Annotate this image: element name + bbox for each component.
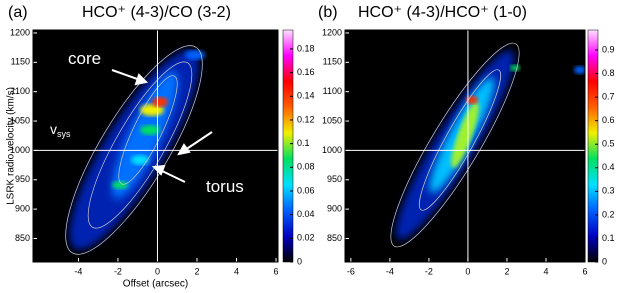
colorbar-tick-label: 0.1	[297, 138, 310, 148]
colorbar-tick-label: 0.12	[297, 114, 315, 124]
y-tick-label: 1000	[10, 145, 30, 155]
x-tick-label: -2	[114, 266, 122, 276]
x-tick-label: 4	[543, 266, 548, 276]
colorbar-tick-label: 0.9	[602, 44, 615, 54]
panel-label: (a)	[8, 4, 28, 21]
panel-label: (b)	[318, 4, 338, 21]
y-tick-label: 1050	[322, 115, 342, 125]
x-axis-label: Offset (arcsec)	[123, 279, 188, 290]
x-tick-label: -4	[386, 266, 394, 276]
annotation-text: torus	[206, 177, 244, 196]
y-tick-label: 900	[15, 204, 30, 214]
y-tick-label: 1100	[11, 86, 30, 96]
y-tick-label: 850	[327, 233, 342, 243]
y-tick-label: 1150	[11, 57, 30, 67]
plot-frame	[32, 29, 279, 263]
colorbar-tick-label: 0.08	[297, 162, 315, 172]
colorbar	[587, 29, 599, 263]
annotation: torus	[206, 177, 244, 196]
colorbar-tick-label: 0.18	[297, 43, 315, 53]
annotation: vsys	[50, 121, 71, 140]
colorbar-tick-label: 0	[297, 256, 302, 266]
plot-frame	[344, 29, 586, 263]
colorbar-tick-label: 0.04	[297, 209, 315, 219]
y-tick-label: 950	[327, 174, 342, 184]
annotation-subscript: sys	[57, 129, 71, 139]
y-tick-label: 1050	[10, 115, 30, 125]
x-tick-label: -4	[74, 266, 82, 276]
colorbar-tick-label: 0.14	[297, 91, 315, 101]
colorbar-tick-label: 0.7	[602, 92, 615, 102]
y-tick-label: 1150	[323, 57, 342, 67]
x-tick-label: -2	[425, 266, 433, 276]
colorbar-tick-label: 0.8	[602, 68, 615, 78]
x-tick-label: 4	[234, 266, 239, 276]
y-tick-label: 1200	[322, 27, 342, 37]
colorbar-tick-label: 0.1	[602, 233, 615, 243]
x-tick-label: 6	[582, 266, 587, 276]
y-tick-label: 1000	[322, 145, 342, 155]
y-tick-label: 1200	[10, 27, 30, 37]
colorbar-tick-label: 0.6	[602, 115, 615, 125]
colorbar-tick-label: 0.5	[602, 139, 615, 149]
x-tick-label: 0	[155, 266, 160, 276]
annotation-text: v	[50, 121, 57, 137]
y-tick-label: 850	[15, 233, 30, 243]
x-tick-label: 6	[274, 266, 279, 276]
x-tick-label: 0	[465, 266, 470, 276]
colorbar-tick-label: 0.16	[297, 67, 315, 77]
colorbar-tick-label: 0.3	[602, 186, 615, 196]
colorbar-tick-label: 0.02	[297, 233, 315, 243]
y-tick-label: 950	[15, 174, 30, 184]
x-tick-label: 2	[194, 266, 199, 276]
colorbar-tick-label: 0.4	[602, 162, 615, 172]
y-axis-label: LSRK radio velocity (km/s)	[6, 87, 17, 205]
x-tick-label: -6	[347, 266, 355, 276]
annotation: core	[68, 49, 101, 68]
y-tick-label: 1100	[323, 86, 342, 96]
colorbar-tick-label: 0.2	[602, 209, 615, 219]
colorbar-tick-label: 0.06	[297, 185, 315, 195]
annotation-text: core	[68, 49, 101, 68]
colorbar	[282, 29, 294, 263]
colorbar-tick-label: 0	[602, 256, 607, 266]
chart-title: HCO⁺ (4-3)/HCO⁺ (1-0)	[358, 4, 527, 21]
y-tick-label: 900	[327, 204, 342, 214]
chart-title: HCO⁺ (4-3)/CO (3-2)	[82, 4, 231, 21]
x-tick-label: 2	[504, 266, 509, 276]
emission-image	[390, 42, 585, 248]
